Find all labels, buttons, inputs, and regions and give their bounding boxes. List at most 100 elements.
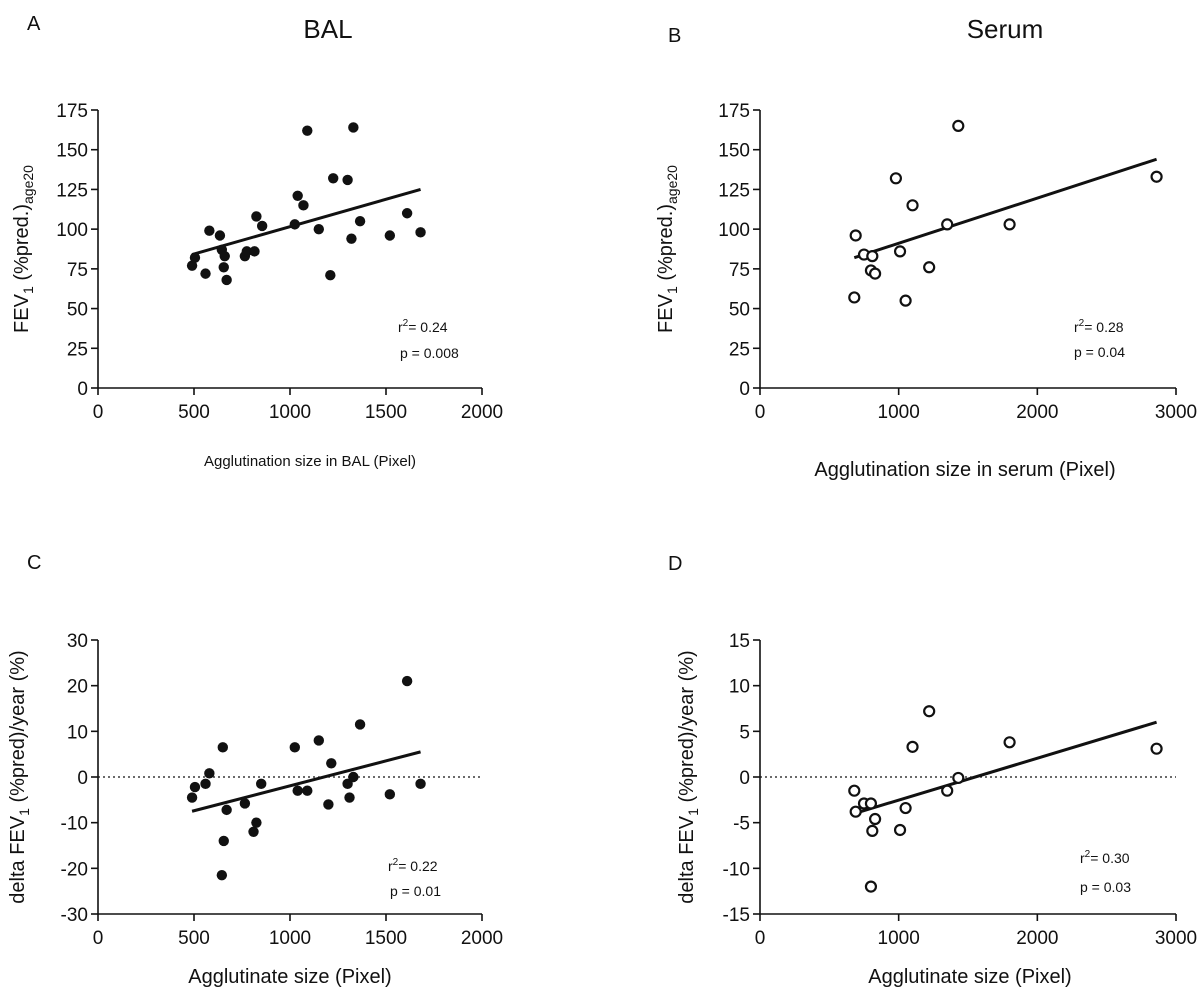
- data-point: [346, 233, 357, 244]
- x-tick-label: 0: [755, 402, 766, 423]
- y-tick-label: 10: [67, 722, 88, 743]
- x-tick-label: 500: [178, 402, 210, 423]
- x-tick-label: 1000: [269, 928, 311, 949]
- data-point: [216, 869, 228, 881]
- data-point: [248, 826, 259, 837]
- data-point: [251, 211, 262, 222]
- data-point: [1003, 736, 1016, 749]
- data-point: [868, 812, 882, 826]
- y-tick-label: 0: [739, 768, 750, 789]
- y-tick-label: -15: [723, 905, 750, 926]
- data-point: [344, 792, 355, 803]
- y-tick-label: 15: [729, 631, 750, 652]
- data-point: [849, 229, 862, 242]
- x-tick-label: 0: [755, 928, 766, 949]
- panel-letter: D: [668, 553, 682, 575]
- data-point: [219, 250, 230, 262]
- x-tick-label: 3000: [1155, 928, 1197, 949]
- x-tick-label: 1500: [365, 402, 407, 423]
- chart-title: BAL: [303, 14, 352, 44]
- y-tick-label: 100: [56, 220, 88, 241]
- x-axis-label: Agglutination size in serum (Pixel): [814, 459, 1115, 481]
- data-point: [893, 823, 907, 837]
- data-point: [952, 771, 965, 785]
- data-point: [849, 805, 862, 818]
- x-tick-label: 1000: [878, 402, 920, 423]
- data-point: [313, 223, 324, 235]
- y-tick-label: 50: [67, 300, 88, 321]
- y-axis-label: delta FEV1 (%pred)/year (%): [7, 650, 32, 903]
- x-tick-label: 0: [93, 928, 104, 949]
- data-point: [1150, 170, 1163, 183]
- r-squared-label: r2= 0.22: [388, 857, 438, 874]
- y-axis-label: FEV1 (%pred.)age20: [11, 165, 36, 333]
- data-point: [342, 778, 353, 790]
- data-point: [866, 824, 879, 837]
- y-tick-label: 125: [718, 180, 750, 201]
- data-point: [221, 274, 232, 286]
- data-point: [923, 705, 936, 718]
- data-point: [893, 245, 907, 258]
- p-value-label: p = 0.01: [390, 883, 441, 899]
- x-tick-label: 1000: [269, 402, 311, 423]
- data-point: [186, 792, 198, 803]
- y-tick-label: 125: [56, 180, 88, 201]
- data-point: [325, 270, 336, 281]
- data-point: [906, 199, 919, 212]
- x-tick-label: 1000: [878, 928, 920, 949]
- data-point: [326, 758, 337, 769]
- y-tick-label: 0: [739, 379, 750, 400]
- data-point: [302, 125, 313, 136]
- r-squared-label: r2= 0.24: [398, 318, 448, 335]
- data-point: [941, 218, 954, 231]
- data-point: [848, 291, 861, 304]
- p-value-label: p = 0.008: [400, 345, 459, 361]
- y-tick-label: -30: [61, 905, 88, 926]
- data-point: [292, 785, 303, 796]
- data-point: [200, 778, 211, 790]
- x-tick-label: 1500: [365, 928, 407, 949]
- y-tick-label: 100: [718, 220, 750, 241]
- data-point: [292, 190, 303, 201]
- data-point: [200, 268, 211, 279]
- data-point: [323, 799, 334, 810]
- y-axis-label: delta FEV1 (%pred)/year (%): [676, 650, 701, 903]
- y-tick-label: 75: [67, 260, 88, 281]
- y-tick-label: 150: [56, 141, 88, 162]
- y-tick-label: -10: [61, 814, 88, 835]
- x-tick-label: 3000: [1155, 402, 1197, 423]
- x-tick-label: 2000: [1016, 928, 1058, 949]
- data-point: [941, 784, 954, 797]
- data-point: [415, 227, 426, 238]
- data-point: [384, 789, 396, 800]
- r-squared-label: r2= 0.28: [1074, 318, 1124, 335]
- data-point: [864, 880, 878, 893]
- data-point: [313, 735, 324, 746]
- data-point: [348, 771, 359, 783]
- y-tick-label: -20: [61, 859, 88, 880]
- x-axis-label: Agglutination size in BAL (Pixel): [204, 453, 416, 470]
- p-value-label: p = 0.04: [1074, 344, 1125, 360]
- data-point: [256, 778, 267, 790]
- data-point: [899, 294, 912, 307]
- y-tick-label: 75: [729, 260, 750, 281]
- panel-letter: B: [668, 25, 681, 47]
- y-tick-label: 175: [56, 101, 88, 122]
- data-point: [239, 798, 251, 809]
- data-point: [866, 250, 879, 263]
- data-point: [328, 173, 339, 184]
- y-tick-label: 30: [67, 631, 88, 652]
- x-tick-label: 0: [93, 402, 104, 423]
- y-tick-label: 150: [718, 141, 750, 162]
- data-point: [249, 246, 260, 257]
- data-point: [217, 742, 228, 753]
- data-point: [354, 719, 366, 730]
- data-point: [189, 781, 201, 793]
- y-tick-label: -5: [733, 814, 750, 835]
- data-point: [848, 784, 861, 797]
- data-point: [401, 675, 413, 687]
- p-value-label: p = 0.03: [1080, 879, 1131, 895]
- y-tick-label: 10: [729, 677, 750, 698]
- data-point: [1150, 742, 1163, 755]
